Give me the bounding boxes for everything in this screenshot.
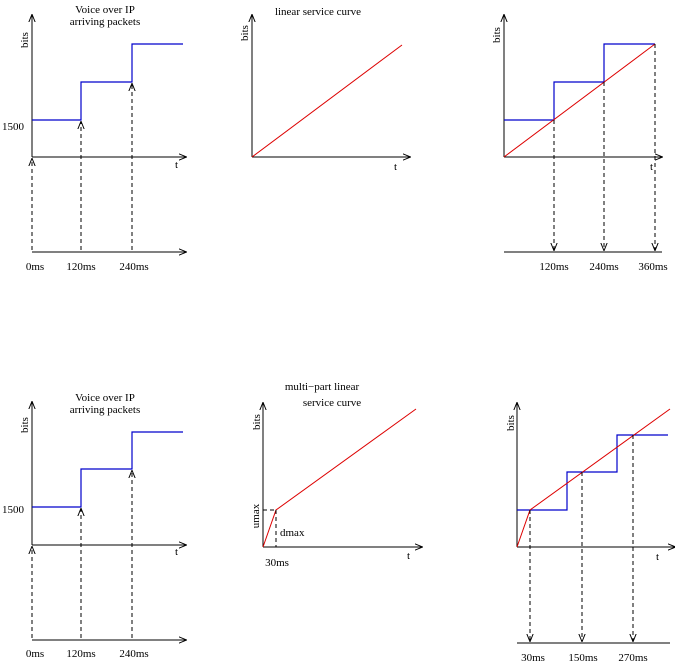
panel1-title-line2: arriving packets (70, 16, 141, 28)
panel1-time-120ms: 120ms (66, 261, 95, 273)
panel1-arrival-staircase (32, 43, 183, 121)
panel1-title-line1: Voice over IP (75, 4, 135, 16)
panel1-y-label: bits (19, 32, 31, 48)
panel6-time-270ms: 270ms (618, 652, 647, 662)
panel2-title: linear service curve (275, 6, 361, 18)
panel4-time-120ms: 120ms (66, 648, 95, 660)
panel3-time-360ms: 360ms (638, 261, 667, 273)
panel6-time-30ms: 30ms (521, 652, 545, 662)
panel4-time-240ms: 240ms (119, 648, 148, 660)
panel5-dmax-label: dmax (280, 527, 305, 539)
panel3-y-label: bits (491, 27, 503, 43)
panel6-y-label: bits (505, 415, 517, 431)
panel5-time-30ms: 30ms (265, 557, 289, 569)
panel5-umax-label: umax (250, 503, 262, 528)
panel4-title-line1: Voice over IP (75, 392, 135, 404)
panel-arrivals-top: Voice over IP arriving packets bits t 15… (2, 4, 186, 273)
panel1-ytick-1500: 1500 (2, 121, 25, 133)
panel5-title-line2: service curve (303, 397, 361, 409)
panel6-arrival-staircase (517, 434, 668, 511)
panel1-time-0ms: 0ms (26, 261, 44, 273)
panel3-time-240ms: 240ms (589, 261, 618, 273)
panel2-t-label: t (394, 161, 397, 173)
panel1-time-240ms: 240ms (119, 261, 148, 273)
panel-multipart-service-curve: multi−part linear service curve bits t u… (250, 381, 422, 569)
panel1-t-label: t (175, 159, 178, 171)
panel3-arrival-staircase (504, 43, 655, 121)
panel4-t-label: t (175, 546, 178, 558)
panel6-t-label: t (656, 551, 659, 563)
panel4-time-0ms: 0ms (26, 648, 44, 660)
panel5-t-label: t (407, 550, 410, 562)
panel4-arrival-staircase (32, 431, 183, 508)
panel4-title-line2: arriving packets (70, 404, 141, 416)
panel5-y-label: bits (251, 414, 263, 430)
panel3-service-line (503, 43, 656, 158)
panel-linear-service-curve: linear service curve bits t (239, 6, 410, 173)
panel5-title-line1: multi−part linear (285, 381, 360, 393)
panel-arrivals-bottom: Voice over IP arriving packets bits t 15… (2, 392, 186, 660)
panel2-service-line (251, 44, 403, 158)
panel4-y-label: bits (19, 417, 31, 433)
panel3-t-label: t (650, 161, 653, 173)
panel-departures-bottom: bits t 30ms 150ms 270ms (505, 403, 675, 662)
panel6-service-curve (516, 408, 671, 548)
panel3-time-120ms: 120ms (539, 261, 568, 273)
panel2-y-label: bits (239, 25, 251, 41)
panel4-ytick-1500: 1500 (2, 504, 25, 516)
panel6-time-150ms: 150ms (568, 652, 597, 662)
panel-departures-top: bits t 120ms 240ms 360ms (491, 15, 668, 273)
